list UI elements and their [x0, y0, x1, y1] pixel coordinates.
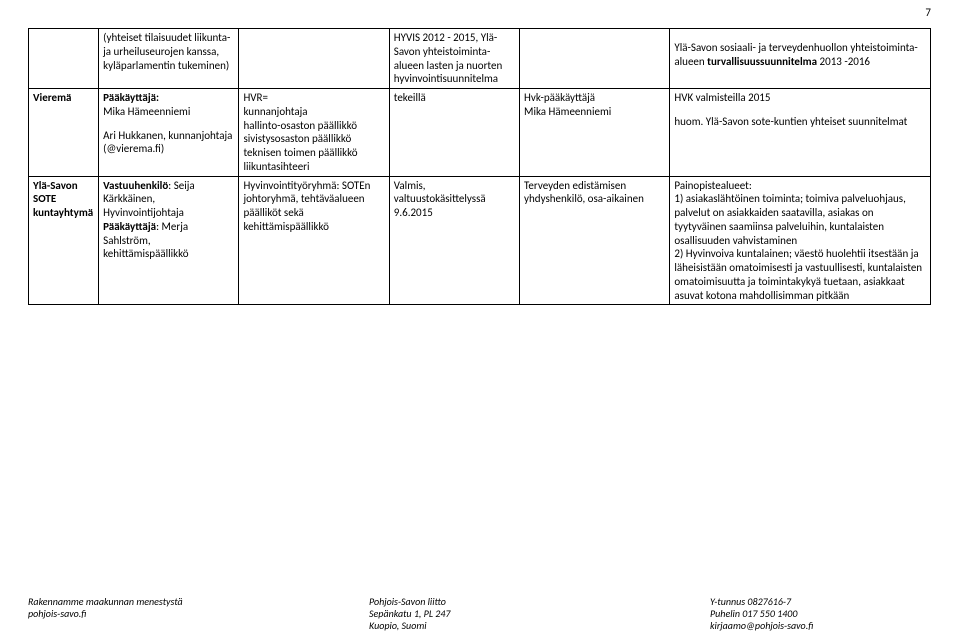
footer-mid: Pohjois-Savon liitto Sepänkatu 1, PL 247…	[249, 596, 590, 632]
cell-r2c1: Vieremä	[29, 89, 99, 177]
text: Ylä-Savon SOTE kuntayhtymä	[33, 179, 93, 220]
cell-r2c5: Hvk-pääkäyttäjä Mika Hämeenniemi	[520, 89, 670, 177]
cell-r3c3: Hyvinvointityöryhmä: SOTEn johtoryhmä, t…	[239, 176, 389, 305]
text: (yhteiset tilaisuudet liikunta- ja urhei…	[103, 31, 230, 72]
text: hallinto-osaston päällikkö	[243, 119, 384, 133]
text: HYVIS 2012 - 2015, Ylä-Savon yhteistoimi…	[394, 31, 502, 85]
text-label: Vastuuhenkilö	[103, 179, 168, 192]
text-label: Pääkäyttäjä:	[103, 91, 159, 104]
cell-r1c6: Ylä-Savon sosiaali- ja terveydenhuollon …	[670, 29, 931, 89]
cell-r3c6: Painopistealueet: 1) asiakaslähtöinen to…	[670, 176, 931, 305]
text-label: Pääkäyttäjä	[103, 220, 156, 233]
text: Ylä-Savon sosiaali- ja terveydenhuollon …	[674, 41, 926, 69]
cell-r1c2: (yhteiset tilaisuudet liikunta- ja urhei…	[99, 29, 239, 89]
footer-left: Rakennamme maakunnan menestystä pohjois-…	[28, 596, 249, 632]
cell-r3c2: Vastuuhenkilö: Seija Kärkkäinen, Hyvinvo…	[99, 176, 239, 305]
footer-line: kirjaamo@pohjois-savo.fi	[710, 620, 931, 632]
text: kunnanjohtaja	[243, 105, 384, 119]
text: Mika Hämeenniemi	[524, 105, 665, 119]
footer-right: Y-tunnus 0827616-7 Puhelin 017 550 1400 …	[590, 596, 931, 632]
text: Hyvinvointityöryhmä: SOTEn johtoryhmä, t…	[243, 179, 370, 233]
text: tekeillä	[394, 91, 426, 104]
text-bold: turvallisuussuunnitelma	[707, 55, 817, 68]
table-row: Ylä-Savon SOTE kuntayhtymä Vastuuhenkilö…	[29, 176, 931, 305]
text: sivistysosaston päällikkö	[243, 132, 384, 146]
text: huom. Ylä-Savon sote-kuntien yhteiset su…	[674, 115, 926, 129]
cell-r3c1: Ylä-Savon SOTE kuntayhtymä	[29, 176, 99, 305]
text: teknisen toimen päällikkö	[243, 146, 384, 160]
footer-line: pohjois-savo.fi	[28, 608, 249, 620]
text: Terveyden edistämisen yhdyshenkilö, osa-…	[524, 179, 644, 206]
text: Ari Hukkanen, kunnanjohtaja (@vierema.fi…	[103, 129, 234, 157]
cell-r1c5	[520, 29, 670, 89]
cell-r2c3: HVR= kunnanjohtaja hallinto-osaston pääl…	[239, 89, 389, 177]
text: HVK valmisteilla 2015	[674, 91, 926, 105]
footer-line: Kuopio, Suomi	[369, 620, 590, 632]
cell-r2c2: Pääkäyttäjä: Mika Hämeenniemi Ari Hukkan…	[99, 89, 239, 177]
cell-r2c4: tekeillä	[389, 89, 519, 177]
cell-r3c5: Terveyden edistämisen yhdyshenkilö, osa-…	[520, 176, 670, 305]
main-table: (yhteiset tilaisuudet liikunta- ja urhei…	[28, 28, 931, 305]
cell-r2c6: HVK valmisteilla 2015 huom. Ylä-Savon so…	[670, 89, 931, 177]
table-row: (yhteiset tilaisuudet liikunta- ja urhei…	[29, 29, 931, 89]
cell-r1c1	[29, 29, 99, 89]
cell-r1c4: HYVIS 2012 - 2015, Ylä-Savon yhteistoimi…	[389, 29, 519, 89]
page-footer: Rakennamme maakunnan menestystä pohjois-…	[28, 596, 931, 632]
text: 1) asiakaslähtöinen toiminta; toimiva pa…	[674, 192, 926, 247]
text: 2) Hyvinvoiva kuntalainen; väestö huoleh…	[674, 247, 926, 302]
cell-r1c3	[239, 29, 389, 89]
text: Valmis, valtuustokäsittelyssä 9.6.2015	[394, 179, 486, 220]
page-number: 7	[925, 6, 931, 19]
main-table-container: (yhteiset tilaisuudet liikunta- ja urhei…	[28, 28, 931, 305]
text: liikuntasihteeri	[243, 160, 384, 174]
text-part: 2013 -2016	[817, 55, 870, 68]
text: Painopistealueet:	[674, 179, 926, 193]
table-row: Vieremä Pääkäyttäjä: Mika Hämeenniemi Ar…	[29, 89, 931, 177]
text: HVR=	[243, 91, 384, 105]
text: Mika Hämeenniemi	[103, 105, 234, 119]
text: Vieremä	[33, 91, 71, 104]
text: Hvk-pääkäyttäjä	[524, 91, 665, 105]
cell-r3c4: Valmis, valtuustokäsittelyssä 9.6.2015	[389, 176, 519, 305]
